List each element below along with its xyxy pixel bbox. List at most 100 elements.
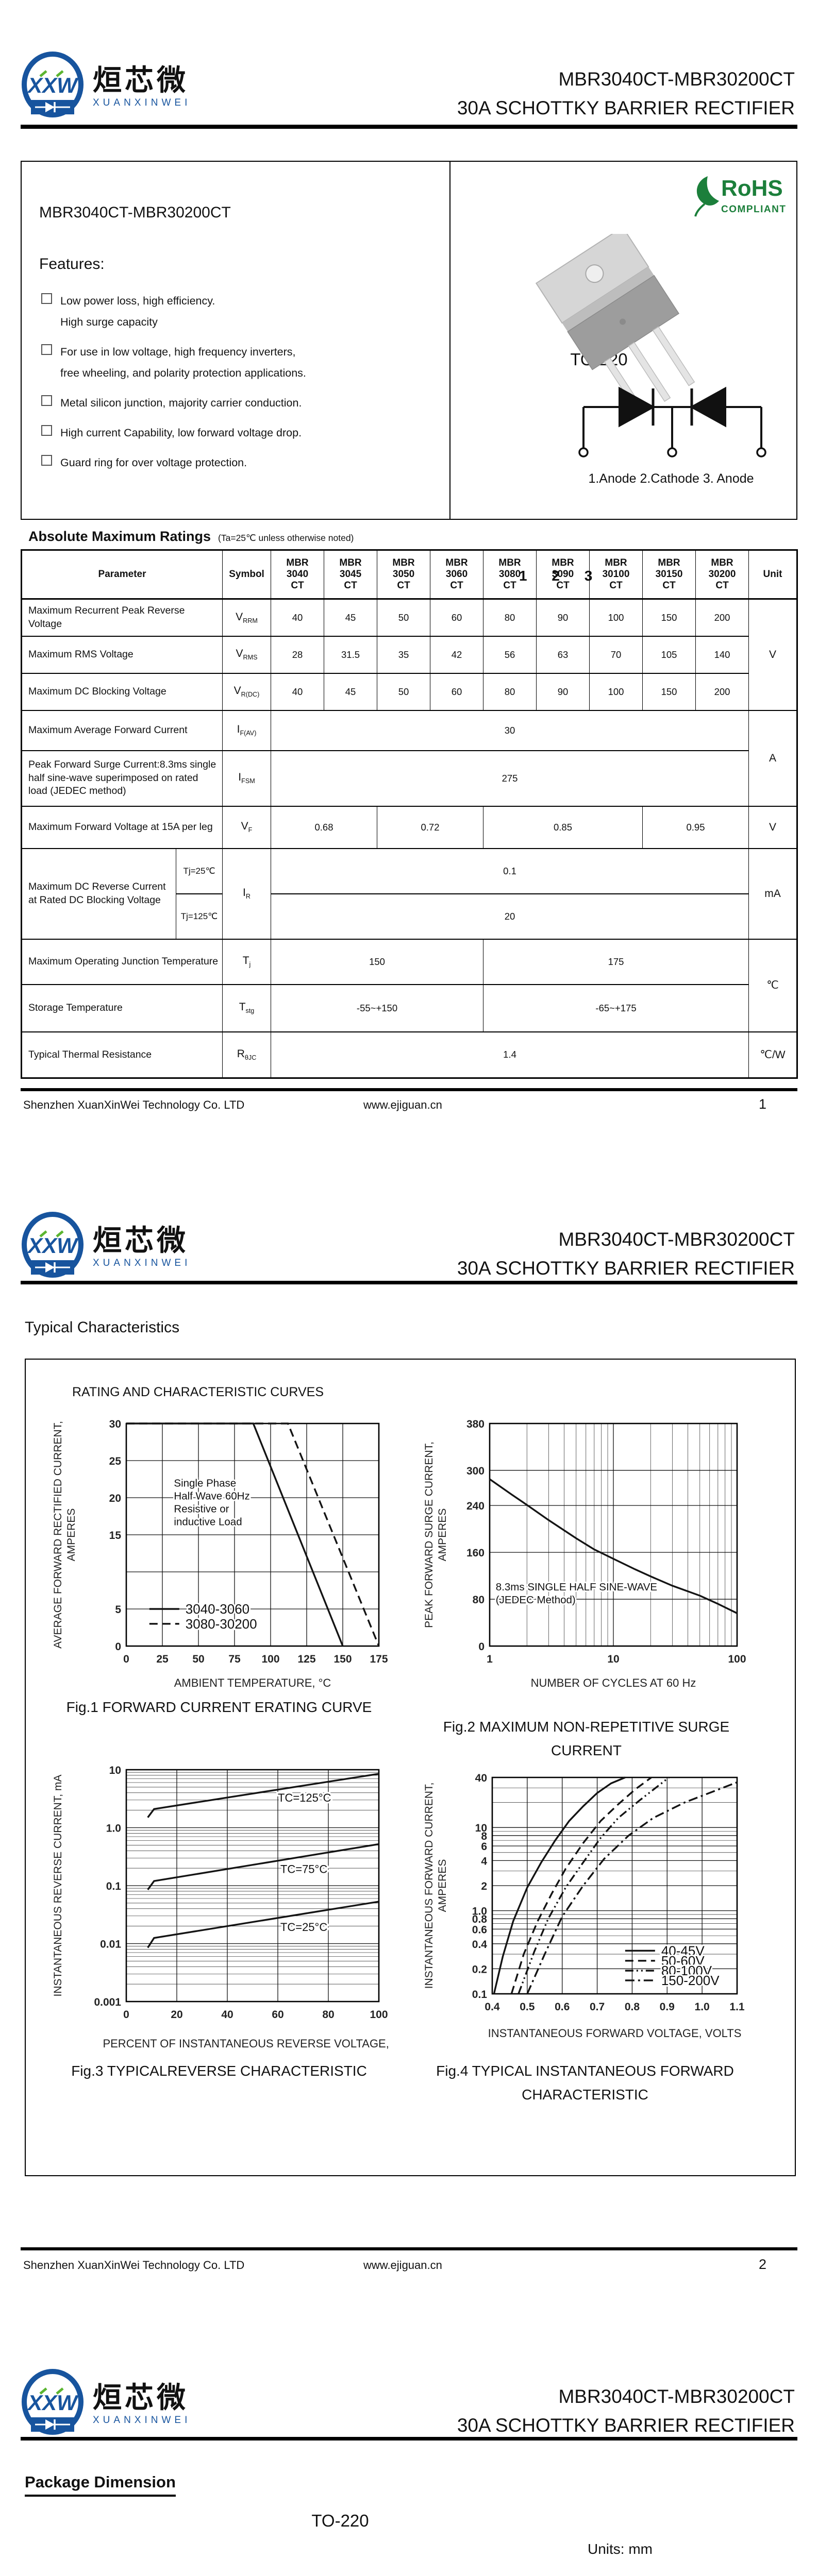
table-cell: Maximum Recurrent Peak Reverse Voltage — [21, 599, 223, 636]
logo-acronym: XXW — [27, 73, 79, 97]
footer-website: www.ejiguan.cn — [363, 1098, 442, 1111]
table-cell: 50 — [377, 673, 431, 710]
package-photo — [506, 226, 702, 418]
page-number-1: 1 — [758, 1096, 766, 1112]
rohs-logo: RoHS COMPLIANT — [689, 171, 792, 225]
table-cell: 0.95 — [642, 806, 749, 849]
svg-text:0: 0 — [478, 1641, 485, 1653]
svg-text:TC=25°C: TC=25°C — [280, 1921, 327, 1934]
svg-text:1.0: 1.0 — [106, 1823, 121, 1835]
table-cell: Tj=125℃ — [175, 893, 223, 939]
checkbox-icon — [41, 395, 52, 406]
footer-rule-2 — [21, 2247, 797, 2250]
doc-title: MBR3040CT-MBR30200CT 30A SCHOTTKY BARRIE… — [457, 2382, 795, 2439]
product-title: MBR3040CT-MBR30200CT — [39, 204, 231, 221]
svg-text:8: 8 — [481, 1831, 487, 1842]
table-cell: Tstg — [222, 984, 272, 1032]
svg-text:0.4: 0.4 — [485, 2001, 500, 2013]
table-cell: Peak Forward Surge Current:8.3ms single … — [21, 750, 223, 806]
table-cell: 90 — [536, 673, 590, 710]
table-cell: 200 — [695, 673, 749, 710]
logo-acronym: XXW — [27, 2391, 79, 2415]
table-cell: 1.4 — [271, 1031, 749, 1078]
table-cell: Maximum Forward Voltage at 15A per leg — [21, 806, 223, 849]
table-cell: VRRM — [222, 599, 272, 636]
table-cell: 150 — [642, 673, 696, 710]
checkbox-icon — [41, 344, 52, 355]
fig1-caption: Fig.1 FORWARD CURRENT ERATING CURVE — [66, 1699, 372, 1715]
header-rule-3 — [21, 2437, 797, 2441]
table-cell: V — [748, 806, 798, 849]
svg-text:0.6: 0.6 — [472, 1924, 487, 1936]
table-cell: MBR 3050 CT — [377, 550, 431, 599]
svg-text:TC=125°C: TC=125°C — [278, 1791, 331, 1804]
table-cell: 80 — [483, 673, 537, 710]
table-cell: -65~+175 — [483, 984, 749, 1032]
table-cell: 0.1 — [271, 848, 749, 894]
doc-title-line1: MBR3040CT-MBR30200CT — [558, 69, 795, 90]
svg-text:inductive Load: inductive Load — [174, 1516, 242, 1528]
table-cell: Maximum DC Reverse Current at Rated DC B… — [21, 848, 176, 939]
svg-text:0.2: 0.2 — [472, 1963, 487, 1975]
amr-title: Absolute Maximum Ratings — [28, 529, 211, 544]
logo-acronym: XXW — [27, 1233, 79, 1258]
svg-text:300: 300 — [466, 1465, 485, 1477]
svg-text:10: 10 — [607, 1653, 619, 1665]
table-cell: 42 — [430, 636, 484, 673]
svg-text:INSTANTANEOUS FORWARD VOLTAGE,: INSTANTANEOUS FORWARD VOLTAGE, VOLTS — [488, 2027, 742, 2040]
svg-text:160: 160 — [466, 1547, 485, 1559]
svg-text:AMPERES: AMPERES — [437, 1509, 448, 1562]
table-cell: mA — [748, 848, 798, 939]
svg-text:175: 175 — [370, 1653, 388, 1665]
fig3-chart: 0 20 40 60 80 100 0.001 0.01 0.1 1.0 10 PERCENT OF … — [49, 1762, 403, 2058]
svg-text:0.4: 0.4 — [472, 1939, 488, 1951]
footer-rule-1 — [21, 1088, 797, 1091]
table-cell: Typical Thermal Resistance — [21, 1031, 223, 1078]
svg-text:0: 0 — [123, 1653, 129, 1665]
feature-text: Guard ring for over voltage protection. — [60, 456, 247, 469]
svg-text:PEAK FORWARD SURGE CURRENT,: PEAK FORWARD SURGE CURRENT, — [423, 1442, 435, 1628]
dual-diode-symbol-icon: 1.Anode 2.Cathode 3. Anode — [578, 386, 766, 486]
table-cell: 63 — [536, 636, 590, 673]
amr-note: (Ta=25℃ unless otherwise noted) — [218, 533, 354, 543]
table-cell: 0.72 — [377, 806, 484, 849]
brand-english: XUANXINWEI — [93, 1257, 191, 1268]
svg-text:0.8: 0.8 — [472, 1913, 488, 1925]
feature-item: Metal silicon junction, majority carrier… — [41, 393, 433, 414]
table-cell: 40 — [271, 599, 325, 636]
svg-text:125: 125 — [297, 1653, 315, 1665]
svg-text:INSTANTANEOUS REVERSE CURRENT,: INSTANTANEOUS REVERSE CURRENT, mA — [52, 1775, 64, 1997]
svg-text:20: 20 — [171, 2009, 182, 2021]
doc-title: MBR3040CT-MBR30200CT 30A SCHOTTKY BARRIE… — [457, 65, 795, 122]
svg-text:80: 80 — [473, 1594, 485, 1606]
table-cell: 200 — [695, 599, 749, 636]
logo-mark-icon: XXW — [22, 1212, 84, 1278]
svg-text:240: 240 — [466, 1500, 485, 1512]
table-cell: 40 — [271, 673, 325, 710]
svg-text:5: 5 — [115, 1604, 121, 1616]
table-cell: Maximum Average Forward Current — [21, 710, 223, 751]
svg-text:Resistive or: Resistive or — [174, 1503, 229, 1515]
table-cell: Tj=25℃ — [175, 848, 223, 894]
svg-text:NUMBER OF CYCLES AT 60 Hz: NUMBER OF CYCLES AT 60 Hz — [531, 1676, 696, 1689]
svg-text:TC=75°C: TC=75°C — [280, 1863, 327, 1876]
footer-company: Shenzhen XuanXinWei Technology Co. LTD — [23, 2259, 245, 2272]
svg-text:60: 60 — [272, 2009, 283, 2021]
table-cell: MBR 3045 CT — [324, 550, 378, 599]
svg-text:0.1: 0.1 — [106, 1880, 122, 1892]
svg-text:80: 80 — [322, 2009, 334, 2021]
brand-english: XUANXINWEI — [93, 2414, 191, 2426]
brand-english: XUANXINWEI — [93, 97, 191, 108]
table-cell: VRMS — [222, 636, 272, 673]
svg-text:INSTANTANEOUS FORWARD CURRENT,: INSTANTANEOUS FORWARD CURRENT, — [423, 1783, 435, 1989]
checkbox-icon — [41, 425, 52, 436]
table-cell: 31.5 — [324, 636, 378, 673]
table-cell: Maximum DC Blocking Voltage — [21, 673, 223, 710]
svg-text:4: 4 — [481, 1855, 487, 1867]
table-cell: 35 — [377, 636, 431, 673]
fig3-caption: Fig.3 TYPICALREVERSE CHARACTERISTIC — [71, 2063, 367, 2079]
table-cell: ℃/W — [748, 1031, 798, 1078]
svg-text:100: 100 — [261, 1653, 279, 1665]
table-cell: 100 — [589, 673, 643, 710]
fig4-chart: 0.4 0.5 0.6 0.7 0.8 0.9 1.0 1.1 0.1 0.2 0.4 0.6 0.8 1… — [420, 1770, 750, 2048]
